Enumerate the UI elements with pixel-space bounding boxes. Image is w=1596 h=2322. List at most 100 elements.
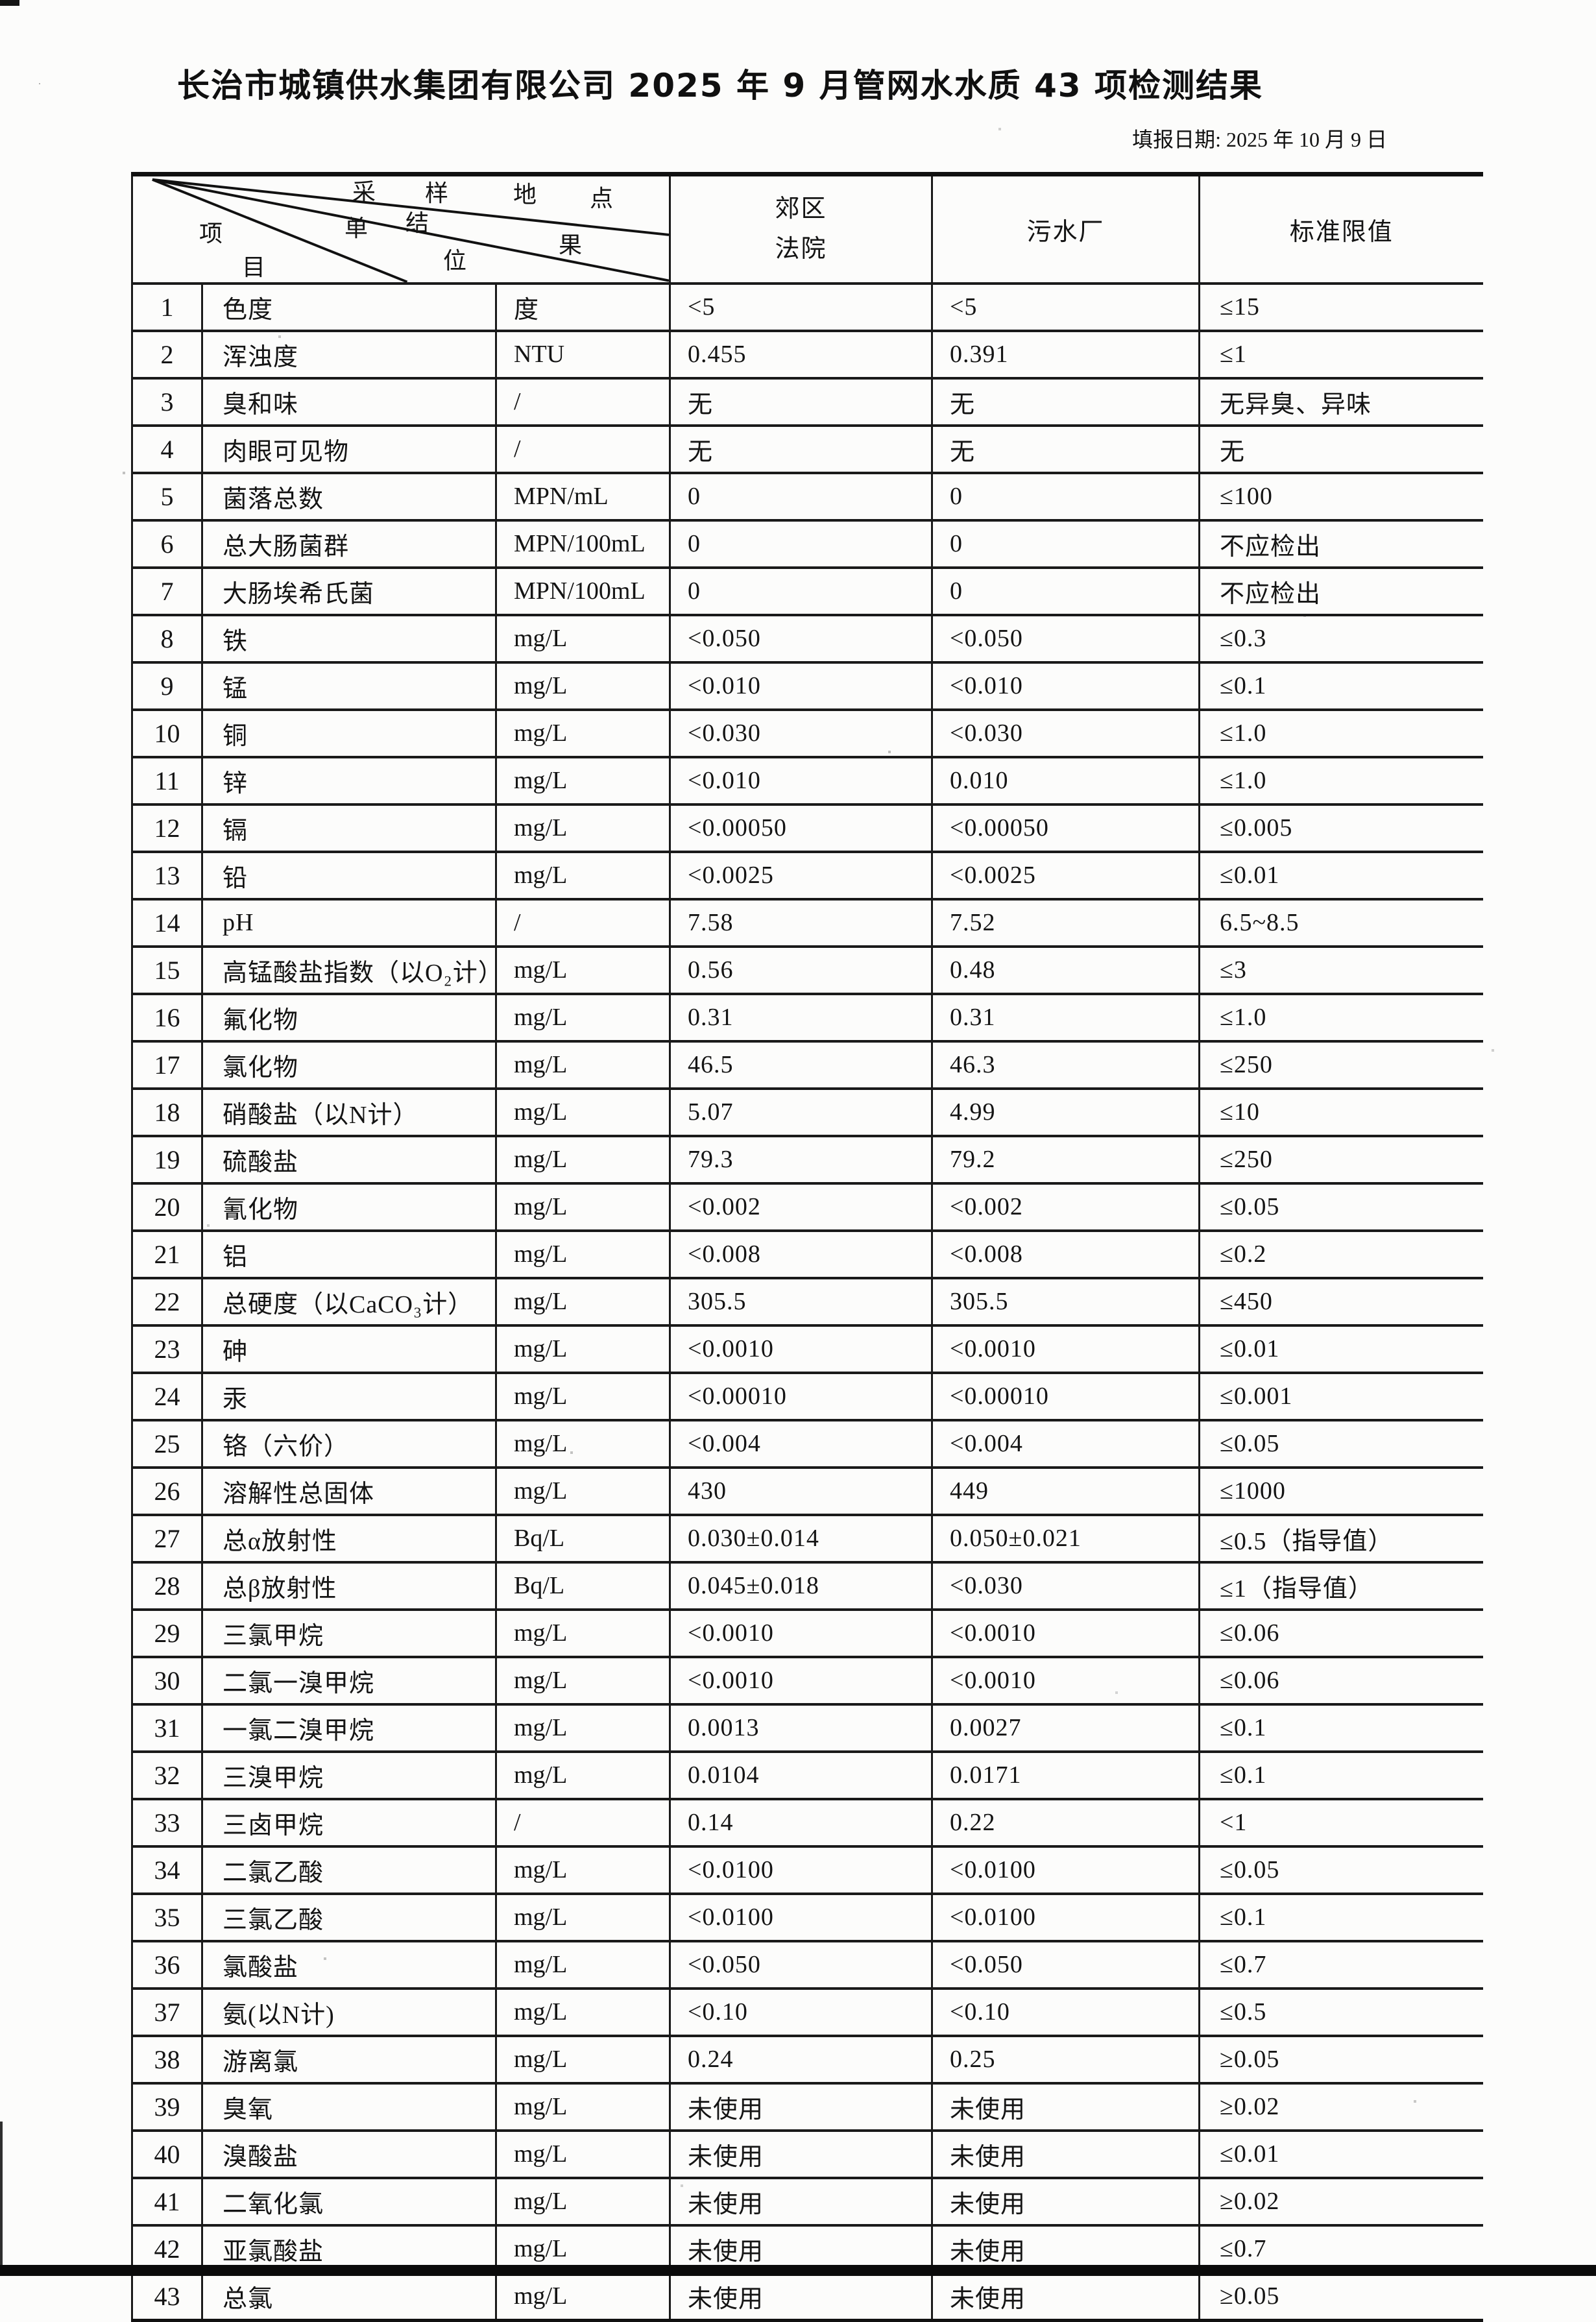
parameter-name-cell: 三氯乙酸 <box>201 1892 497 1942</box>
parameter-name-cell: 硝酸盐（以N计） <box>201 1087 497 1137</box>
standard-limit-cell: ≤0.01 <box>1198 2129 1483 2179</box>
standard-limit-cell: <1 <box>1198 1797 1483 1848</box>
table-header-row: 采 样 地 点 结 果 单 位 项 目 郊区 法院 污水厂 <box>131 173 1483 285</box>
parameter-name-cell: 溴酸盐 <box>201 2129 497 2179</box>
row-number-cell: 1 <box>131 282 203 332</box>
result-suburb-court-cell: 无 <box>669 424 933 474</box>
parameter-name-cell: 硫酸盐 <box>201 1134 497 1185</box>
table-row: 35 三氯乙酸 mg/L <0.0100 <0.0100 ≤0.1 <box>131 1892 1483 1942</box>
row-number-cell: 43 <box>131 2271 203 2321</box>
result-suburb-court-cell: <0.010 <box>669 660 933 711</box>
result-sewage-plant-cell: 4.99 <box>931 1087 1200 1137</box>
result-suburb-court-cell: <0.0025 <box>669 850 933 901</box>
unit-cell: mg/L <box>495 755 671 806</box>
column-header-suburb-court: 郊区 法院 <box>669 173 933 285</box>
row-number-cell: 2 <box>131 329 203 380</box>
result-suburb-court-cell: <0.0010 <box>669 1324 933 1374</box>
unit-cell: mg/L <box>495 1039 671 1090</box>
table-row: 34 二氯乙酸 mg/L <0.0100 <0.0100 ≤0.05 <box>131 1844 1483 1895</box>
result-suburb-court-cell: 0 <box>669 566 933 616</box>
result-suburb-court-cell: <0.0100 <box>669 1844 933 1895</box>
corner-label-sampling-point: 采 <box>352 179 376 205</box>
parameter-name-cell: 锌 <box>201 755 497 806</box>
unit-cell: mg/L <box>495 1276 671 1327</box>
table-row: 28 总β放射性 Bq/L 0.045±0.018 <0.030 ≤1（指导值） <box>131 1560 1483 1611</box>
table-row: 10 铜 mg/L <0.030 <0.030 ≤1.0 <box>131 708 1483 758</box>
parameter-name-cell: 一氯二溴甲烷 <box>201 1702 497 1753</box>
scan-noise-specks <box>39 83 40 84</box>
table-row: 16 氟化物 mg/L 0.31 0.31 ≤1.0 <box>131 992 1483 1043</box>
result-sewage-plant-cell: <0.030 <box>931 1560 1200 1611</box>
row-number-cell: 40 <box>131 2129 203 2179</box>
table-row: 5 菌落总数 MPN/mL 0 0 ≤100 <box>131 471 1483 522</box>
corner-label-item: 项 <box>199 221 223 247</box>
result-suburb-court-cell: <0.00010 <box>669 1371 933 1421</box>
unit-cell: mg/L <box>495 2176 671 2227</box>
parameter-name-cell: 二氯乙酸 <box>201 1844 497 1895</box>
parameter-name-cell: 总氯 <box>201 2271 497 2321</box>
unit-cell: / <box>495 424 671 474</box>
result-sewage-plant-cell: 0.010 <box>931 755 1200 806</box>
table-row: 27 总α放射性 Bq/L 0.030±0.014 0.050±0.021 ≤0… <box>131 1513 1483 1564</box>
row-number-cell: 5 <box>131 471 203 522</box>
unit-cell: / <box>495 897 671 948</box>
result-sewage-plant-cell: 0.22 <box>931 1797 1200 1848</box>
result-sewage-plant-cell: 305.5 <box>931 1276 1200 1327</box>
result-suburb-court-cell: <0.050 <box>669 1939 933 1990</box>
result-suburb-court-cell: 305.5 <box>669 1276 933 1327</box>
result-sewage-plant-cell: 0.48 <box>931 945 1200 995</box>
result-sewage-plant-cell: 0.0171 <box>931 1750 1200 1800</box>
parameter-name-cell: 二氧化氯 <box>201 2176 497 2227</box>
table-row: 33 三卤甲烷 / 0.14 0.22 <1 <box>131 1797 1483 1848</box>
row-number-cell: 23 <box>131 1324 203 1374</box>
table-row: 31 一氯二溴甲烷 mg/L 0.0013 0.0027 ≤0.1 <box>131 1702 1483 1753</box>
result-suburb-court-cell: <0.030 <box>669 708 933 758</box>
parameter-name-cell: 菌落总数 <box>201 471 497 522</box>
row-number-cell: 4 <box>131 424 203 474</box>
parameter-name-cell: 三氯甲烷 <box>201 1608 497 1658</box>
parameter-name-cell: 铁 <box>201 613 497 664</box>
row-number-cell: 20 <box>131 1181 203 1232</box>
result-sewage-plant-cell: <0.004 <box>931 1418 1200 1469</box>
table-row: 11 锌 mg/L <0.010 0.010 ≤1.0 <box>131 755 1483 806</box>
result-suburb-court-cell: 0.24 <box>669 2034 933 2085</box>
scan-artifact-bottom-bar <box>0 2265 1596 2276</box>
result-suburb-court-cell: 0.14 <box>669 1797 933 1848</box>
unit-cell: mg/L <box>495 660 671 711</box>
result-sewage-plant-cell: <0.008 <box>931 1229 1200 1279</box>
row-number-cell: 19 <box>131 1134 203 1185</box>
row-number-cell: 13 <box>131 850 203 901</box>
result-suburb-court-cell: <5 <box>669 282 933 332</box>
standard-limit-cell: ≥0.02 <box>1198 2081 1483 2132</box>
table-row: 32 三溴甲烷 mg/L 0.0104 0.0171 ≤0.1 <box>131 1750 1483 1800</box>
parameter-name-cell: 氯酸盐 <box>201 1939 497 1990</box>
result-suburb-court-cell: 0.045±0.018 <box>669 1560 933 1611</box>
result-sewage-plant-cell: 无 <box>931 424 1200 474</box>
column-header-sewage-plant: 污水厂 <box>931 173 1200 285</box>
table-row: 25 铬（六价） mg/L <0.004 <0.004 ≤0.05 <box>131 1418 1483 1469</box>
standard-limit-cell: ≤0.05 <box>1198 1418 1483 1469</box>
result-sewage-plant-cell: 46.3 <box>931 1039 1200 1090</box>
standard-limit-cell: ≤0.1 <box>1198 1702 1483 1753</box>
row-number-cell: 25 <box>131 1418 203 1469</box>
parameter-name-cell: 游离氯 <box>201 2034 497 2085</box>
row-number-cell: 16 <box>131 992 203 1043</box>
result-sewage-plant-cell: <0.0025 <box>931 850 1200 901</box>
result-suburb-court-cell: 430 <box>669 1466 933 1516</box>
table-row: 43 总氯 mg/L 未使用 未使用 ≥0.05 <box>131 2271 1483 2321</box>
unit-cell: mg/L <box>495 1939 671 1990</box>
unit-cell: mg/L <box>495 1324 671 1374</box>
table-row: 39 臭氧 mg/L 未使用 未使用 ≥0.02 <box>131 2081 1483 2132</box>
row-number-cell: 39 <box>131 2081 203 2132</box>
result-suburb-court-cell: 7.58 <box>669 897 933 948</box>
parameter-name-cell: 氯化物 <box>201 1039 497 1090</box>
unit-cell: MPN/100mL <box>495 518 671 569</box>
parameter-name-cell: 氨(以N计) <box>201 1987 497 2037</box>
parameter-name-cell: 肉眼可见物 <box>201 424 497 474</box>
table-row: 14 pH / 7.58 7.52 6.5~8.5 <box>131 897 1483 948</box>
unit-cell: mg/L <box>495 2081 671 2132</box>
result-suburb-court-cell: 未使用 <box>669 2129 933 2179</box>
result-suburb-court-cell: <0.00050 <box>669 803 933 853</box>
parameter-name-cell: 总β放射性 <box>201 1560 497 1611</box>
